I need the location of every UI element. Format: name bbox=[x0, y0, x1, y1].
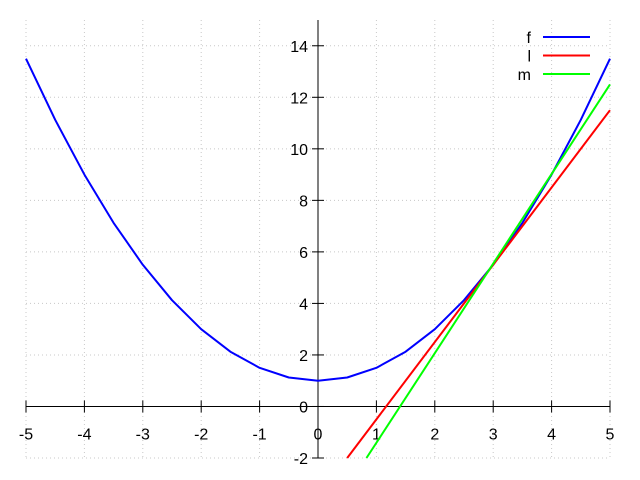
y-tick-label: 0 bbox=[299, 399, 308, 416]
x-tick-label: -5 bbox=[19, 426, 33, 443]
y-tick-label: 14 bbox=[290, 39, 308, 56]
series-line-m bbox=[365, 83, 611, 459]
y-tick-label: 6 bbox=[299, 245, 308, 262]
legend-label-f: f bbox=[527, 30, 532, 47]
x-tick-label: 1 bbox=[372, 426, 381, 443]
y-tick-label: 10 bbox=[290, 142, 308, 159]
x-tick-label: -4 bbox=[77, 426, 91, 443]
series-line-l bbox=[346, 109, 611, 459]
x-tick-label: 0 bbox=[314, 426, 323, 443]
x-tick-label: -3 bbox=[136, 426, 150, 443]
x-tick-label: 5 bbox=[606, 426, 615, 443]
legend-label-l: l bbox=[527, 49, 531, 66]
series-layer bbox=[25, 58, 611, 459]
x-tick-label: 4 bbox=[547, 426, 556, 443]
series-line-f bbox=[25, 58, 611, 382]
y-tick-label: 2 bbox=[299, 348, 308, 365]
x-tick-label: 2 bbox=[430, 426, 439, 443]
y-tick-label: 8 bbox=[299, 193, 308, 210]
legend: flm bbox=[518, 30, 590, 84]
legend-label-m: m bbox=[518, 67, 531, 84]
y-tick-label: -2 bbox=[294, 451, 308, 468]
x-tick-label: 3 bbox=[489, 426, 498, 443]
y-tick-label: 4 bbox=[299, 296, 308, 313]
y-tick-label: 12 bbox=[290, 90, 308, 107]
x-tick-label: -1 bbox=[252, 426, 266, 443]
x-tick-label: -2 bbox=[194, 426, 208, 443]
